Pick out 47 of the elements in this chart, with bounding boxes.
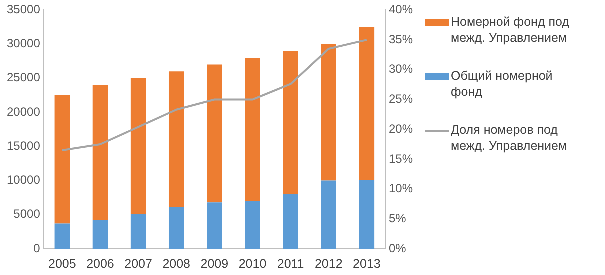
x-tick-label: 2010 — [238, 256, 267, 271]
x-tick-label: 2007 — [124, 256, 152, 271]
y2-tick-label: 40% — [388, 2, 414, 17]
bar — [283, 51, 298, 194]
y-tick-label: 15000 — [6, 138, 41, 153]
bar — [54, 95, 70, 224]
bar — [130, 78, 146, 214]
bar — [245, 201, 260, 249]
x-tick-label: 2012 — [314, 256, 343, 271]
legend-label: Общий номерной фонд — [451, 68, 554, 100]
bar — [359, 27, 375, 180]
y-tick-label: 5000 — [14, 207, 41, 222]
bar — [54, 224, 70, 249]
bar — [168, 72, 184, 208]
y-tick-label: 25000 — [6, 70, 41, 85]
y-tick-label: 20000 — [6, 104, 41, 119]
bar — [283, 194, 298, 249]
bar — [207, 202, 222, 249]
y2-tick-label: 20% — [388, 122, 414, 136]
x-tick-label: 2006 — [86, 256, 114, 271]
bar — [92, 220, 108, 249]
x-tick-label: 2008 — [162, 256, 191, 271]
bar — [321, 180, 336, 249]
bar — [92, 85, 108, 220]
y2-tick-label: 15% — [388, 152, 414, 166]
x-tick-label: 2009 — [200, 256, 229, 271]
bar — [130, 214, 146, 249]
bar — [321, 44, 336, 181]
y2-tick-label: 25% — [388, 92, 414, 106]
y2-tick-label: 30% — [388, 62, 414, 76]
y-tick-label: 30000 — [6, 36, 41, 51]
y2-tick-label: 0% — [388, 241, 407, 256]
y2-tick-label: 5% — [388, 211, 407, 226]
bar — [168, 207, 184, 249]
bar — [359, 180, 375, 249]
bar — [207, 64, 222, 203]
y2-tick-label: 35% — [388, 32, 414, 46]
y-tick-label: 0 — [34, 241, 41, 256]
x-tick-label: 2013 — [353, 256, 381, 271]
legend-label: Доля номеров под межд. Управлением — [451, 122, 568, 154]
x-tick-label: 2005 — [48, 256, 76, 271]
x-tick-label: 2011 — [277, 256, 304, 271]
bar — [245, 58, 260, 202]
y2-tick-label: 10% — [388, 182, 414, 196]
y-tick-label: 35000 — [6, 2, 41, 17]
y-tick-label: 10000 — [6, 173, 41, 188]
legend-label: Номерной фонд под межд. Управлением — [451, 14, 570, 46]
